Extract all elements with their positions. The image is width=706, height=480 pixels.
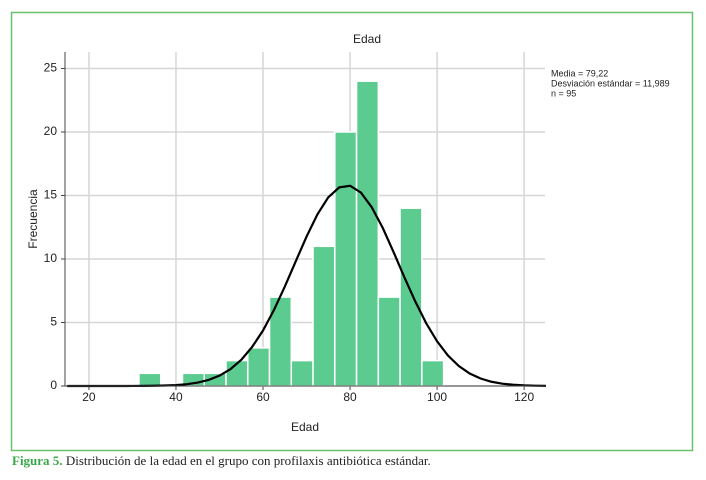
y-tick-label: 25: [44, 61, 58, 75]
y-tick-label: 10: [44, 251, 58, 265]
stat-annotation: Media = 79,22: [551, 68, 608, 78]
bar: [377, 296, 401, 387]
bar: [312, 245, 336, 387]
caption-label: Figura 5.: [12, 453, 63, 468]
x-tick-label: 80: [343, 390, 357, 404]
bar: [355, 80, 380, 387]
y-tick-label: 0: [50, 378, 57, 392]
bar: [290, 359, 314, 387]
figure-frame: [10, 11, 694, 452]
caption-text: Distribución de la edad en el grupo con …: [66, 453, 431, 468]
y-axis-label: Frecuencia: [26, 189, 40, 249]
normal-curve: [67, 184, 546, 388]
bar: [247, 347, 271, 387]
bar: [138, 372, 162, 387]
bar: [399, 207, 423, 387]
chart-title: Edad: [353, 32, 381, 46]
y-tick-label: 20: [44, 124, 58, 138]
x-tick-label: 120: [514, 390, 534, 404]
bar: [334, 131, 358, 387]
y-tick-label: 15: [44, 188, 58, 202]
x-axis-label: Edad: [291, 420, 319, 434]
y-tick-label: 5: [50, 315, 57, 329]
x-tick-label: 20: [82, 390, 96, 404]
stat-annotation: Desviación estándar = 11,989: [551, 78, 670, 88]
x-tick-label: 40: [169, 390, 183, 404]
stat-annotation: n = 95: [551, 88, 576, 98]
x-tick-label: 100: [427, 390, 447, 404]
bar: [421, 359, 445, 387]
x-tick-label: 60: [256, 390, 270, 404]
caption: Figura 5. Distribución de la edad en el …: [12, 453, 431, 468]
